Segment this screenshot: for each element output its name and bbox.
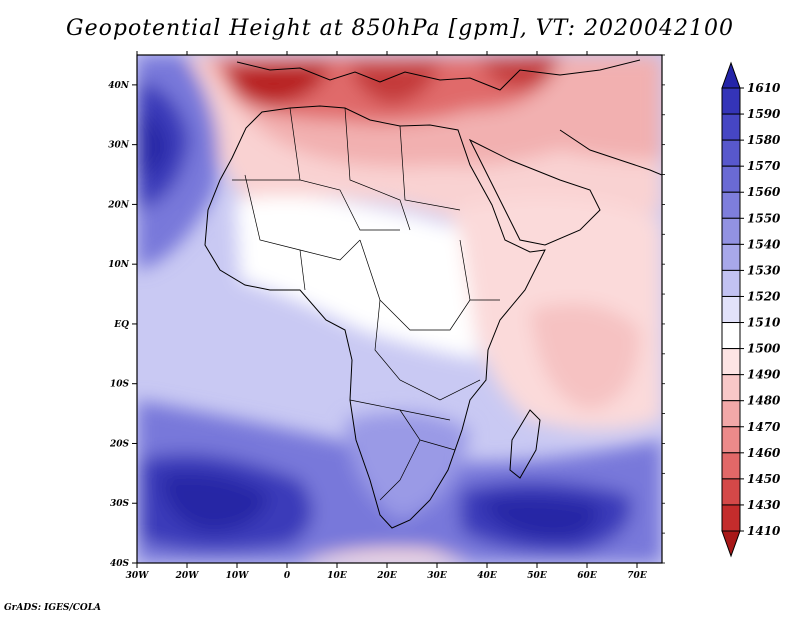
field-north-core-central [350,60,440,105]
lat-label-eq: EQ [113,320,129,330]
madagascar-coastline [509,409,541,479]
colorbar-label-1510: 1510 [747,316,781,330]
lon-label-30w: 30W [126,571,150,581]
axis-ticks [132,51,665,568]
lat-label-40n: 40N [108,81,130,91]
coastlines [204,59,662,529]
field-north-core-west [225,62,330,105]
colorbar-label-1570: 1570 [747,159,781,173]
lat-label-10n: 10N [108,260,130,270]
colorbar-swatch [721,165,741,193]
field-south-atlantic-core [160,472,270,532]
colorbar-label-1500: 1500 [747,342,781,356]
plot-frame [136,54,663,564]
colorbar-label-1480: 1480 [747,394,781,408]
lat-label-20s: 20S [109,439,130,449]
field-south-edge-low [300,548,470,563]
colorbar-label-1520: 1520 [747,289,781,303]
colorbar-label-1410: 1410 [747,524,781,538]
colorbar-swatch [721,478,741,506]
field-north-core-east [480,56,560,89]
field-azores-high-core [137,110,168,178]
colorbar-label-1540: 1540 [747,237,781,251]
colorbar-swatch [721,504,741,532]
lat-label-40s: 40S [110,559,130,569]
colorbar-swatch [721,191,741,219]
field-south-africa [345,412,470,520]
colorbar-label-1560: 1560 [747,185,781,199]
country-borders [232,107,500,501]
colorbar-swatch [721,113,741,141]
colorbar-top-arrow [721,61,741,89]
colorbar-swatch [721,348,741,376]
lon-label-20w: 20W [175,571,200,581]
lon-label-40e: 40E [477,571,497,581]
lat-label-10s: 10S [110,380,130,390]
lon-label-50e: 50E [527,571,547,581]
persian-coast [559,129,662,176]
lon-label-0: 0 [284,571,291,581]
lon-label-10w: 10W [226,571,250,581]
colorbar-label-1590: 1590 [747,107,781,121]
colorbar-label-1610: 1610 [747,81,781,95]
colorbar-swatch [721,87,741,115]
lon-label-30e: 30E [427,571,447,581]
lat-label-30s: 30S [110,499,130,509]
field-south-indian-core [480,496,600,540]
arabia-coastline [468,138,601,246]
colorbar-label-1550: 1550 [747,211,781,225]
colorbar-bottom-arrow [721,530,741,558]
colorbar-swatch [721,452,741,480]
chart-title: Geopotential Height at 850hPa [gpm], VT:… [66,16,734,41]
colorbar-label-1580: 1580 [747,133,781,147]
colorbar: 1610 1590 1580 1570 1560 1550 1540 1530 1520 1510… [721,61,781,558]
lat-axis-labels: 40N 30N 20N 10N EQ 10S 20S 30S 40S [107,81,130,569]
lat-label-20n: 20N [107,200,130,210]
colorbar-swatch [721,426,741,454]
colorbar-swatch [721,400,741,428]
lat-label-30n: 30N [108,141,130,151]
colorbar-label-1430: 1430 [747,498,781,512]
colorbar-label-1530: 1530 [747,263,781,277]
field-indian-ocean-mid [530,303,640,410]
lon-label-60e: 60E [577,571,597,581]
colorbar-swatch [721,295,741,324]
colorbar-swatch [721,243,741,271]
colorbar-label-1460: 1460 [747,446,781,460]
europe-coastline [236,59,641,91]
colorbar-swatch [721,269,741,297]
lon-label-70e: 70E [627,571,647,581]
software-credit: GrADS: IGES/COLA [4,603,102,613]
lon-label-20e: 20E [376,571,397,581]
colorbar-swatch [721,139,741,167]
colorbar-label-1470: 1470 [747,420,781,434]
colorbar-label-1450: 1450 [747,472,781,486]
colorbar-label-1490: 1490 [747,368,781,382]
africa-coastline [204,105,546,529]
colorbar-swatch [721,322,741,350]
lon-label-10e: 10E [327,571,347,581]
colorbar-swatch [721,217,741,245]
height-field [137,55,662,563]
lon-axis-labels: 30W 20W 10W 0 10E 20E 30E 40E 50E 60E 70E [126,571,647,581]
colorbar-swatch [721,374,741,402]
field-neutral-band [235,196,480,360]
